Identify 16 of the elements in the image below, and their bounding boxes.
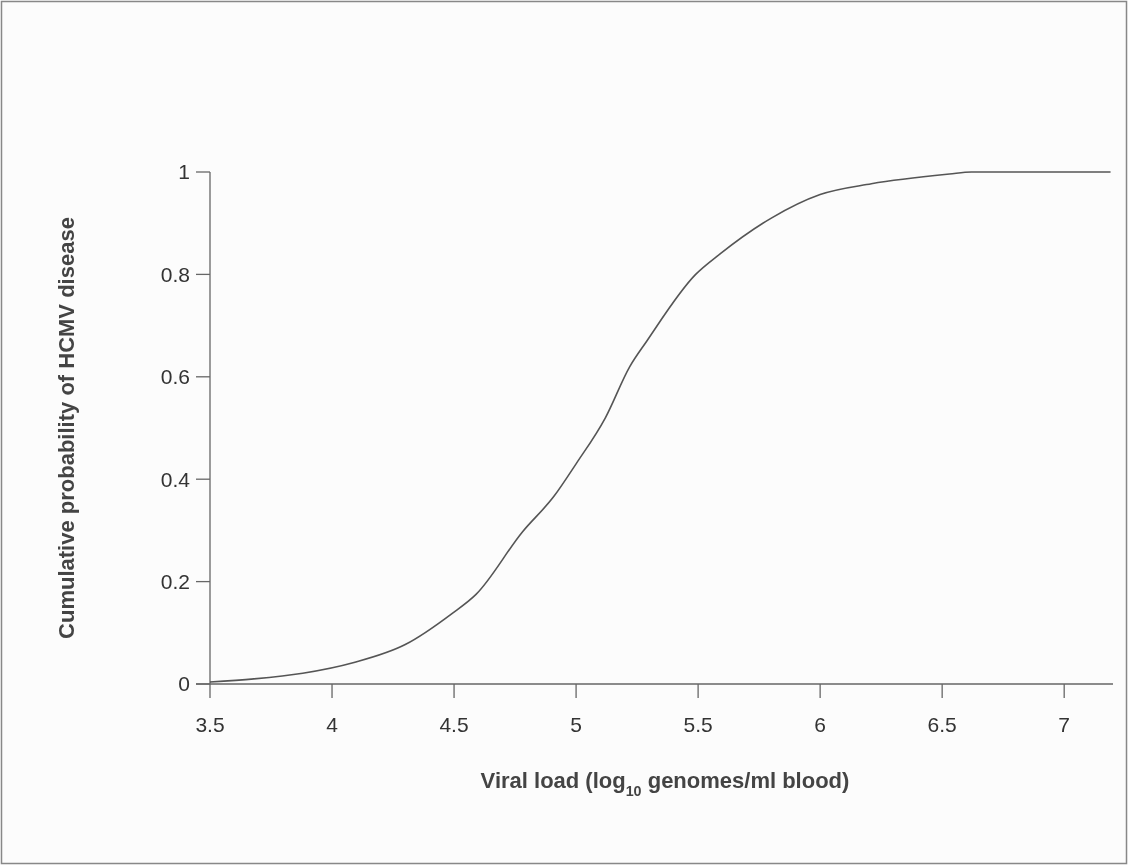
x-tick-label: 4.5	[439, 713, 469, 736]
y-tick-label: 0.4	[160, 467, 191, 491]
x-tick-label: 6	[814, 713, 826, 736]
x-axis-title: Viral load (log$_{10}$ genomes/ml blood)	[480, 768, 850, 799]
y-axis-title: Cumulative probability of HCMV disease	[54, 217, 79, 639]
y-tick-label: 0.8	[160, 262, 190, 286]
y-tick-label: 1	[178, 160, 190, 184]
x-tick-label: 5.5	[683, 713, 713, 736]
x-tick-label: 3.5	[195, 713, 225, 736]
x-tick-label: 6.5	[927, 713, 957, 736]
x-tick-label: 5	[570, 713, 582, 736]
x-tick-label: 7	[1058, 713, 1071, 736]
y-tick-label: 0.6	[160, 365, 190, 389]
y-tick-label: 0.2	[160, 569, 190, 593]
x-tick-label: 4	[326, 713, 339, 736]
y-tick-label: 0	[178, 672, 190, 696]
